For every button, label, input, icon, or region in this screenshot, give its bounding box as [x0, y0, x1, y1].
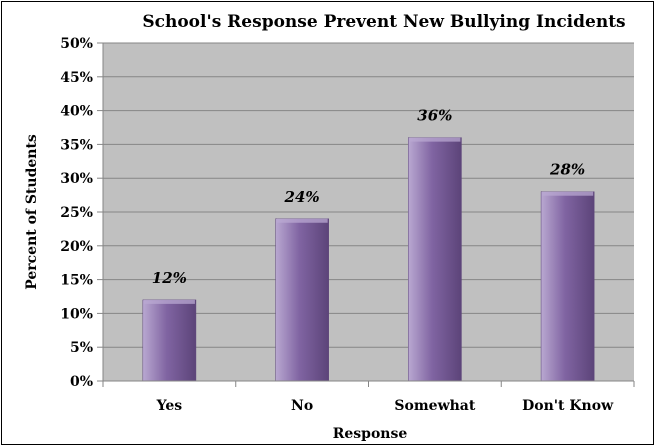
y-tick-label: 15%	[60, 273, 93, 289]
x-tick-label: Somewhat	[394, 398, 475, 414]
y-tick-label: 10%	[60, 306, 93, 322]
chart-title: School's Response Prevent New Bullying I…	[142, 12, 625, 32]
x-tick-label: Yes	[156, 398, 183, 414]
data-label: 28%	[549, 161, 585, 179]
bar-cap	[276, 218, 328, 223]
x-tick-label: No	[291, 398, 313, 414]
bar-cap	[143, 299, 195, 304]
data-label: 36%	[417, 107, 452, 125]
x-tick-label: Don't Know	[522, 398, 614, 414]
y-axis-ticks: 0% 5% 10% 15% 20% 25% 30% 35% 40% 45% 50%	[60, 36, 103, 390]
bar-body	[275, 218, 329, 382]
y-tick-label: 40%	[60, 104, 93, 120]
bar-body	[142, 299, 197, 382]
bar-cap	[542, 191, 594, 196]
x-axis-ticks: Yes No Somewhat Don't Know	[102, 381, 635, 414]
y-tick-label: 5%	[70, 340, 93, 356]
bars	[142, 137, 595, 382]
bar	[540, 191, 595, 382]
data-label: 12%	[152, 269, 187, 287]
y-tick-label: 0%	[70, 374, 93, 390]
y-tick-label: 25%	[60, 205, 93, 221]
bar	[142, 299, 197, 382]
data-labels: 12% 24% 36% 28%	[152, 107, 585, 287]
x-axis-title: Response	[333, 426, 408, 442]
y-axis-title: Percent of Students	[24, 134, 40, 290]
bar-body	[408, 137, 462, 382]
bar-body	[540, 191, 595, 382]
data-label: 24%	[284, 188, 320, 206]
bar-cap	[409, 137, 461, 142]
y-tick-label: 35%	[60, 137, 93, 153]
bar	[275, 218, 329, 382]
y-tick-label: 30%	[60, 171, 93, 187]
y-tick-label: 20%	[60, 239, 93, 255]
y-tick-label: 50%	[60, 36, 93, 52]
bar	[408, 137, 462, 382]
y-tick-label: 45%	[60, 70, 93, 86]
